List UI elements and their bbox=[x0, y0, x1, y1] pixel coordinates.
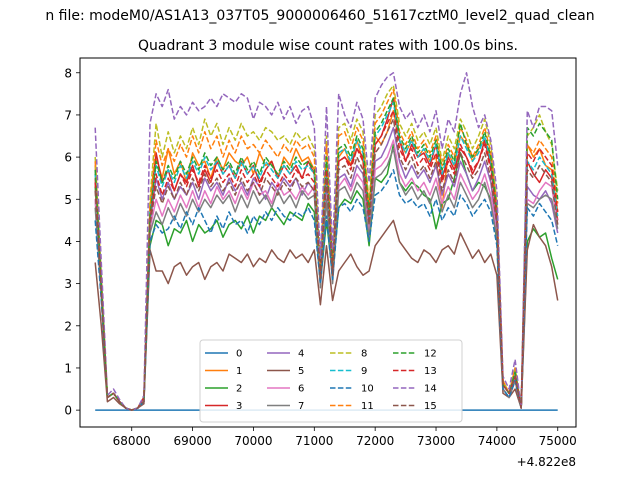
legend-label-8: 8 bbox=[361, 349, 367, 360]
legend-frame bbox=[199, 339, 463, 423]
figure-suptitle: n file: modeM0/AS1A13_037T05_9000006460_… bbox=[45, 8, 594, 24]
y-tick-label: 0 bbox=[64, 404, 72, 418]
series-line-7 bbox=[94, 147, 559, 411]
series-line-13 bbox=[94, 109, 559, 411]
x-tick-label: 69000 bbox=[173, 434, 211, 448]
plot-area: 68000 69000 70000 71000 72000 73000 74000 75000… bbox=[64, 57, 577, 448]
x-tick-label: 74000 bbox=[478, 434, 516, 448]
legend-label-15: 15 bbox=[424, 401, 437, 412]
legend-label-6: 6 bbox=[298, 384, 304, 395]
x-tick-label: 73000 bbox=[417, 434, 455, 448]
legend-label-7: 7 bbox=[298, 401, 304, 412]
y-tick-label: 3 bbox=[64, 277, 72, 291]
y-tick-label: 7 bbox=[64, 108, 72, 122]
chart-title: Quadrant 3 module wise count rates with … bbox=[138, 38, 518, 54]
x-tick-label: 68000 bbox=[113, 434, 151, 448]
series-line-15 bbox=[94, 118, 559, 411]
series-line-14 bbox=[94, 72, 559, 411]
legend-label-1: 1 bbox=[236, 366, 242, 377]
y-tick-label: 6 bbox=[64, 151, 72, 165]
legend-label-5: 5 bbox=[298, 366, 304, 377]
legend-label-9: 9 bbox=[361, 366, 367, 377]
y-tick-label: 5 bbox=[64, 193, 72, 207]
legend-label-2: 2 bbox=[236, 384, 242, 395]
legend-label-3: 3 bbox=[236, 401, 242, 412]
legend-label-4: 4 bbox=[298, 349, 304, 360]
x-offset-label: +4.822e8 bbox=[517, 455, 576, 469]
legend-label-14: 14 bbox=[424, 384, 437, 395]
x-axis-ticks: 68000 69000 70000 71000 72000 73000 74000 75000 bbox=[113, 427, 577, 448]
x-tick-label: 71000 bbox=[295, 434, 333, 448]
y-tick-label: 8 bbox=[64, 66, 72, 80]
legend-label-10: 10 bbox=[361, 384, 374, 395]
series-line-12 bbox=[94, 97, 559, 411]
series-line-8 bbox=[94, 84, 559, 411]
series-line-5 bbox=[94, 219, 559, 411]
plot-frame bbox=[79, 57, 577, 428]
x-tick-label: 72000 bbox=[356, 434, 394, 448]
y-tick-label: 4 bbox=[64, 235, 72, 249]
y-tick-label: 2 bbox=[64, 319, 72, 333]
legend-label-13: 13 bbox=[424, 366, 437, 377]
x-tick-label: 70000 bbox=[234, 434, 272, 448]
legend-label-12: 12 bbox=[424, 349, 437, 360]
legend-label-11: 11 bbox=[361, 401, 374, 412]
series-line-6 bbox=[94, 139, 559, 411]
series-line-10 bbox=[94, 169, 559, 411]
series-layer bbox=[94, 72, 559, 411]
y-axis-ticks: 0 1 2 3 4 5 6 7 8 bbox=[64, 66, 80, 418]
y-tick-label: 1 bbox=[64, 361, 72, 375]
series-line-11 bbox=[94, 88, 559, 411]
x-tick-label: 75000 bbox=[539, 434, 577, 448]
legend-label-0: 0 bbox=[236, 349, 242, 360]
series-line-9 bbox=[94, 101, 559, 411]
